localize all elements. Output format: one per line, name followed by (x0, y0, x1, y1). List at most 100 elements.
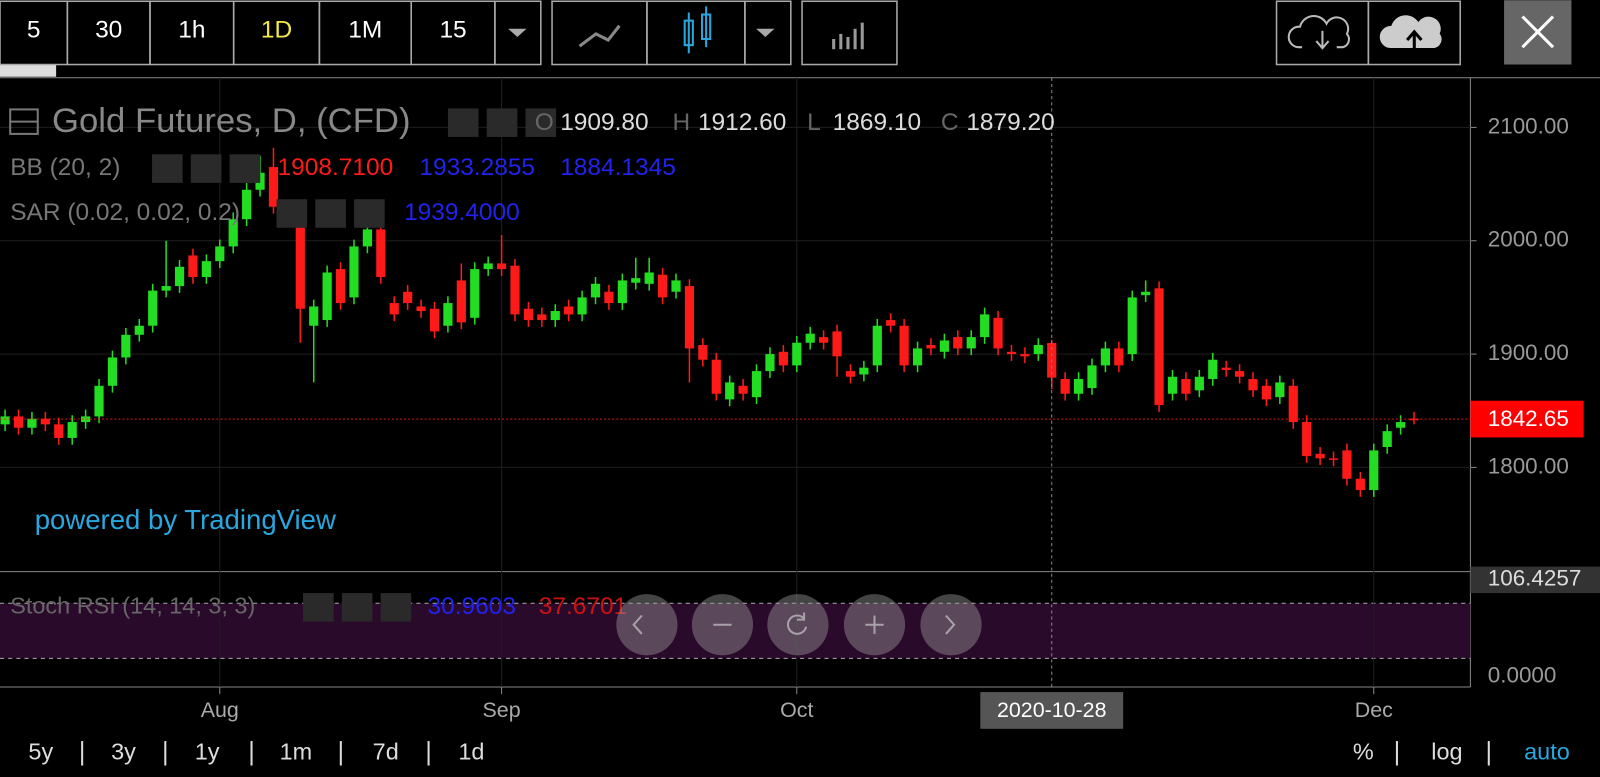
save-button[interactable] (1367, 0, 1461, 66)
zoom-nav-button[interactable] (920, 594, 982, 656)
candle-body (1275, 382, 1285, 398)
ohlc-value: 1909.80 (560, 109, 648, 136)
candle-body (456, 280, 466, 323)
candle-body (148, 290, 158, 326)
indicators-button[interactable] (801, 0, 898, 66)
ohlc-value: 1912.60 (698, 109, 786, 136)
candle-body (564, 306, 574, 315)
nav-glyph (865, 615, 884, 634)
interval-bar: 5 30 1h 1D 1M 15 (0, 0, 542, 66)
scale-option[interactable]: auto (1524, 738, 1570, 764)
legend-icon[interactable] (354, 199, 385, 228)
zoom-nav-button[interactable] (616, 594, 678, 656)
candle-body (215, 246, 225, 262)
range-button[interactable]: 1d (458, 738, 484, 764)
line-icon (578, 24, 621, 48)
sar-value: 1939.4000 (404, 199, 520, 226)
candle-body (953, 337, 963, 349)
stoch-value: 30.9603 (428, 593, 516, 620)
candle-body (845, 371, 856, 377)
candle-body (899, 325, 909, 366)
zoom-nav-button[interactable] (843, 594, 906, 656)
legend-icon[interactable] (229, 154, 261, 183)
legend-icon[interactable] (486, 108, 518, 137)
candle-body (40, 418, 50, 425)
style-dropdown[interactable] (744, 0, 792, 66)
zoom-nav-button[interactable] (691, 594, 754, 656)
candle-body (886, 320, 896, 326)
nav-glyph (786, 612, 808, 635)
candle-body (1073, 379, 1084, 394)
candle-body (617, 280, 627, 304)
candle-body (1006, 351, 1017, 355)
legend-icon[interactable] (447, 108, 479, 137)
range-button[interactable]: 3y (111, 738, 136, 764)
candle-body (94, 385, 104, 417)
candle-body (671, 280, 681, 292)
crosshair-date: 2020-10-28 (997, 698, 1107, 722)
candles (0, 147, 1419, 497)
nav-glyph (632, 614, 643, 635)
legend-icon[interactable] (152, 154, 183, 183)
scroll-thumb (0, 64, 57, 77)
bb-value: 1908.7100 (278, 154, 394, 181)
candle-body (644, 272, 654, 284)
scale-option[interactable]: log (1431, 738, 1462, 764)
candle-body (268, 167, 279, 207)
candle-body (725, 382, 735, 400)
candle-body (1141, 291, 1151, 296)
y-tick-label: 1900.00 (1488, 340, 1569, 365)
candle-body (107, 357, 118, 386)
x-tick-label: Oct (780, 698, 813, 722)
candle-body (1315, 453, 1325, 459)
legend-icon[interactable] (341, 593, 373, 622)
legend-icon[interactable] (190, 154, 222, 183)
interval-dropdown[interactable] (494, 0, 542, 66)
stoch-band (0, 603, 1471, 659)
candle-body (1154, 288, 1164, 406)
candle-body (604, 291, 614, 304)
zoom-nav-button[interactable] (767, 594, 829, 656)
candle-body (1342, 450, 1352, 479)
y-tick-label: 1800.00 (1488, 453, 1569, 478)
candle-body (523, 308, 534, 321)
candle-body (926, 345, 936, 349)
candle-body (67, 422, 77, 438)
candle-body (1020, 354, 1030, 357)
stoch-name: Stoch RSI (14, 14, 3, 3) (10, 593, 255, 619)
candle-body (228, 219, 238, 247)
range-button[interactable]: 1m (280, 738, 313, 764)
legend-icon[interactable] (315, 199, 346, 228)
candle-body (403, 291, 413, 304)
upload-arrow (1405, 29, 1423, 50)
stoch-tick-label: 106.4257 (1488, 566, 1582, 591)
candle-body (1355, 478, 1365, 491)
candle-body (1248, 379, 1258, 391)
interval-label: 1h (178, 16, 205, 43)
range-button[interactable]: 7d (373, 738, 399, 764)
candle-body (684, 286, 695, 349)
interval-label: 1D (261, 16, 292, 43)
range-button[interactable]: 1y (195, 738, 220, 764)
candle-body (658, 274, 668, 298)
candle-body (510, 265, 520, 315)
chart-type-buttons[interactable] (551, 0, 1461, 66)
legend-icon[interactable] (303, 593, 334, 622)
overlay: 5y 3y 1y 1m 7d 1d% log auto 1800.00 1900.00 2000.0… (0, 77, 1600, 766)
candle-body (1396, 422, 1406, 428)
candle-body (13, 416, 24, 428)
candle-body (54, 424, 64, 438)
candle-body (1235, 371, 1245, 377)
scale-option[interactable]: % (1353, 738, 1374, 764)
candle-body (376, 229, 386, 278)
legend-icon[interactable] (380, 593, 412, 622)
candle-body (362, 229, 372, 247)
y-tick-label: 2000.00 (1488, 227, 1569, 252)
legend-icon[interactable] (525, 108, 557, 137)
candle-body (201, 261, 211, 278)
x-tick-label: Sep (483, 698, 521, 722)
legend-icon[interactable] (276, 199, 308, 228)
candle-body (1181, 379, 1191, 394)
range-button[interactable]: 5y (28, 738, 53, 764)
